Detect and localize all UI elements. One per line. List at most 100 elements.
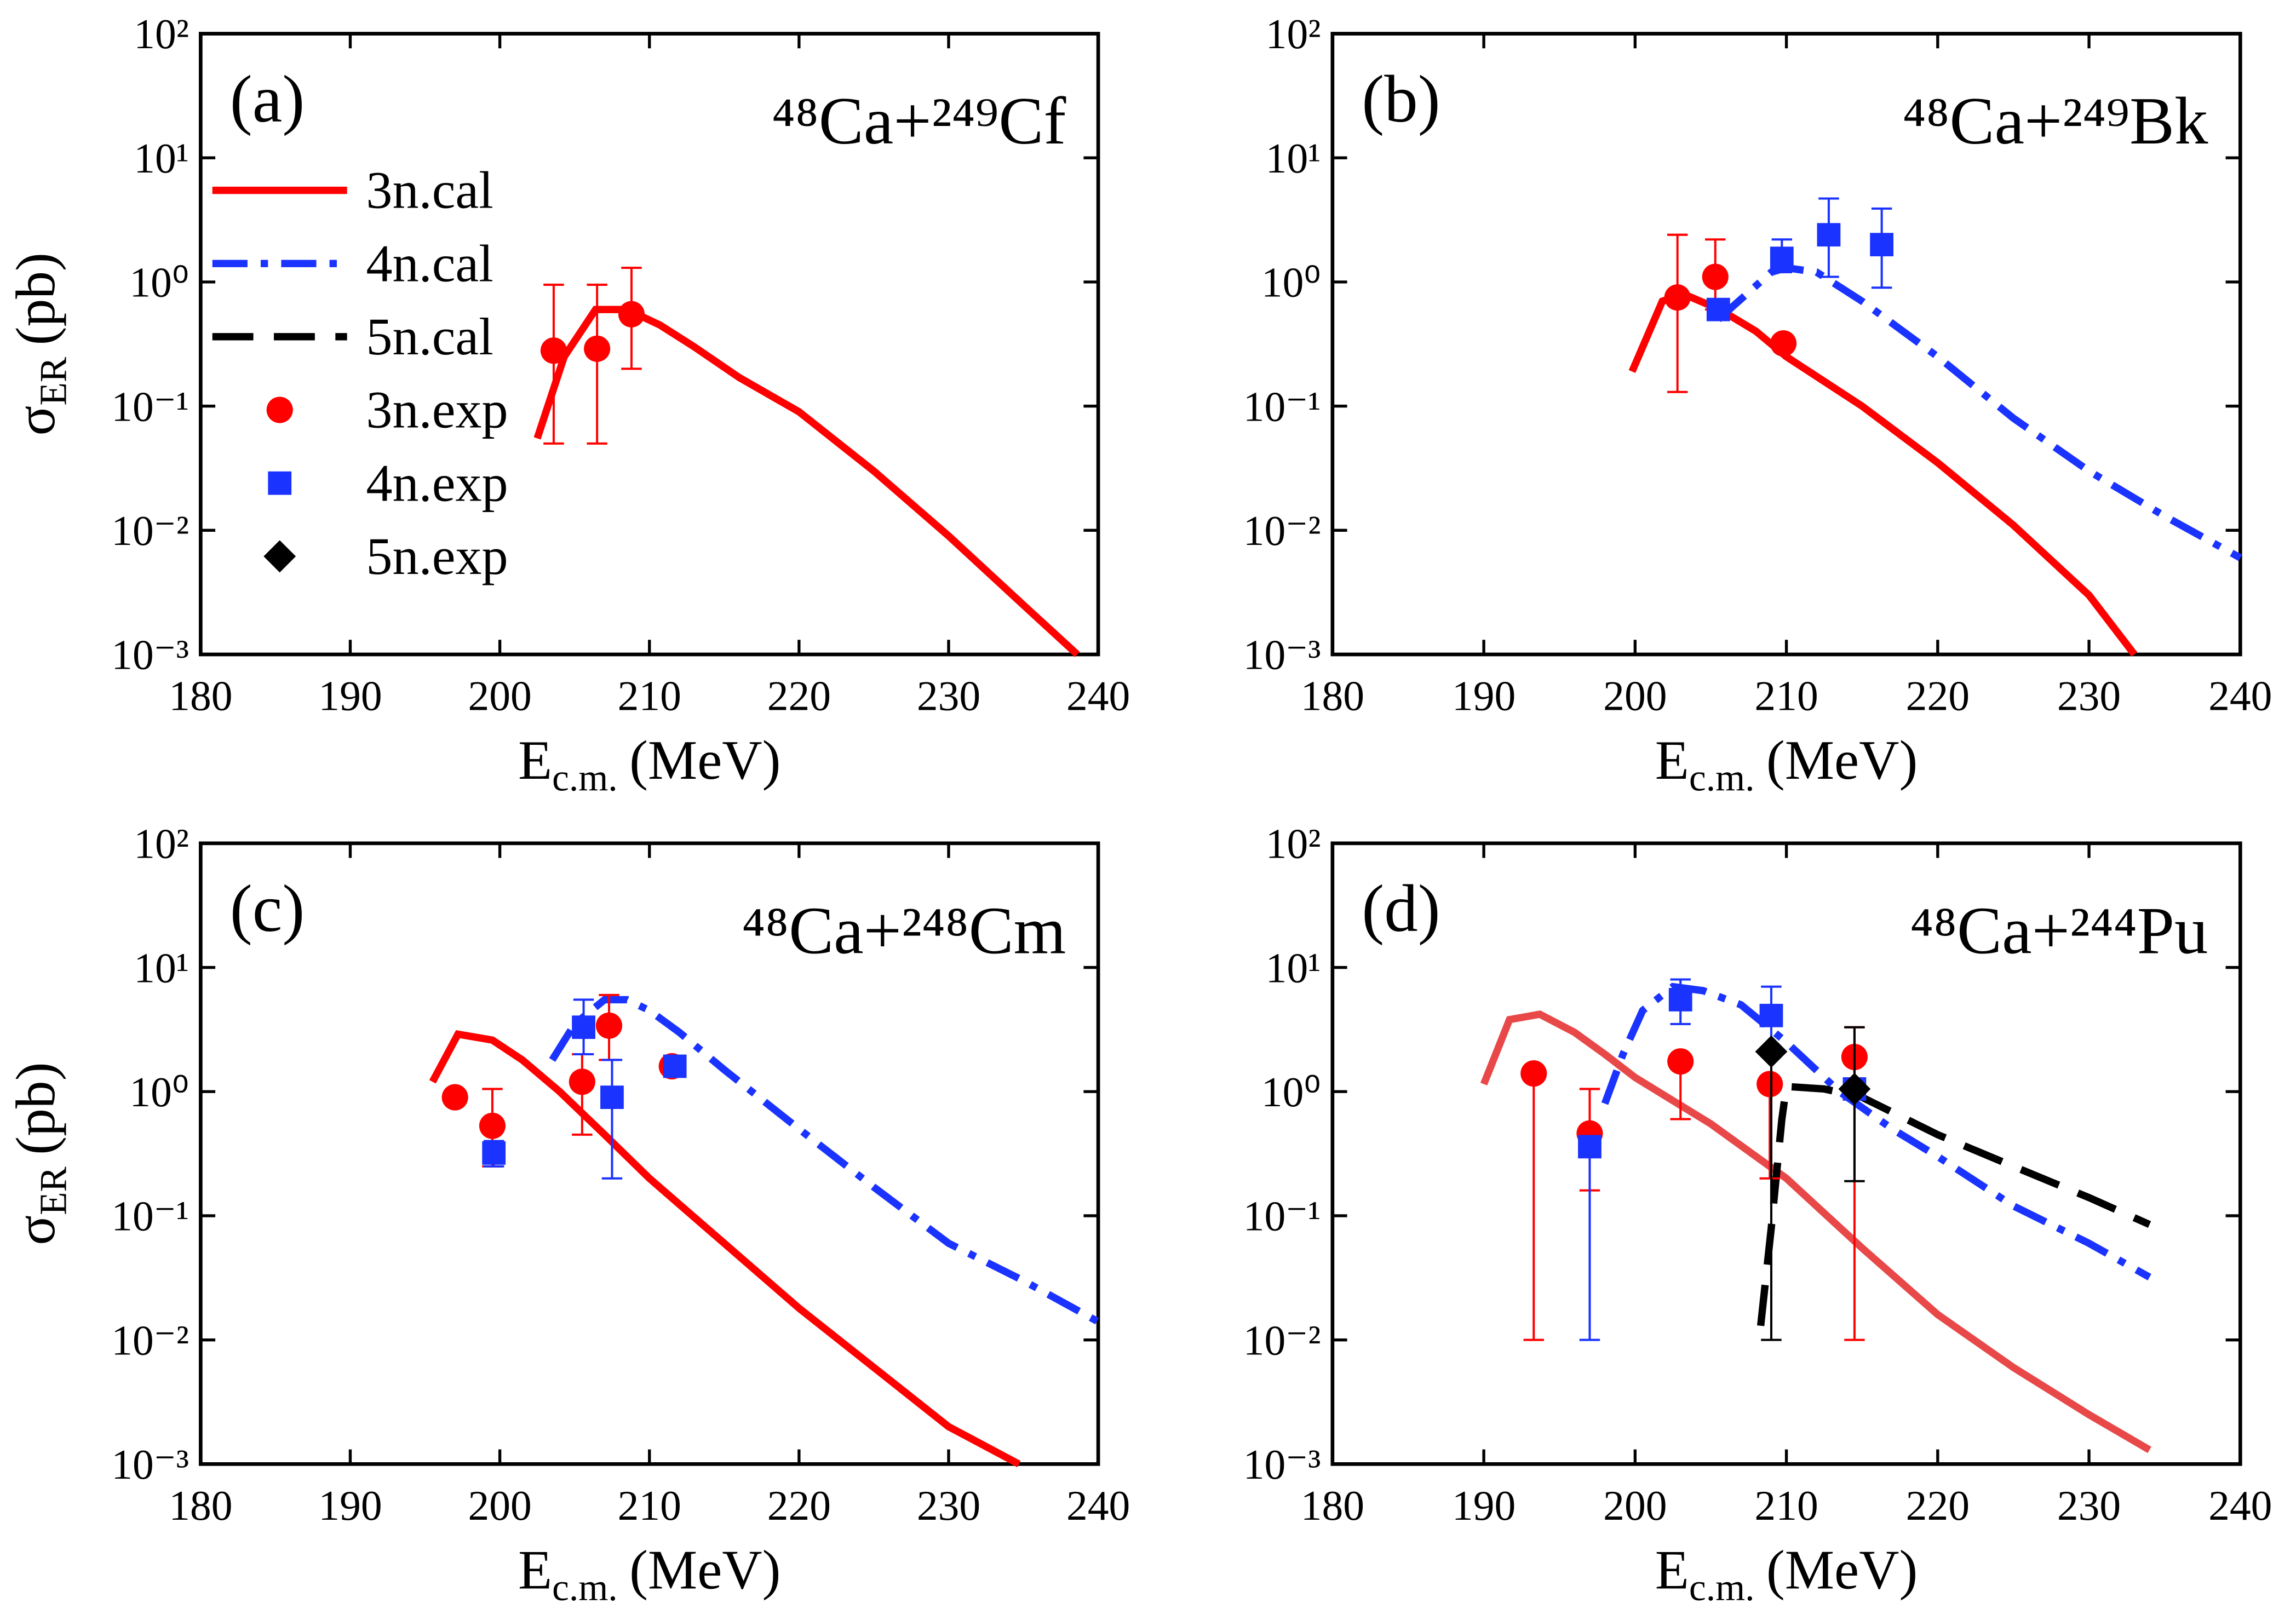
panel: 180 190 200 210 220 230 240 10⁻³ 10⁻² 10⁻¹ 10⁰ 10¹ 1… [4, 820, 1130, 1609]
x-axis-label-sub: c.m. [552, 757, 618, 800]
marker [441, 1084, 468, 1111]
x-tick-label: 240 [2208, 673, 2272, 720]
legend-label: 4n.exp [366, 453, 508, 512]
x-tick-label: 200 [468, 1482, 531, 1529]
line [1715, 264, 2242, 561]
y-axis-label-main: σ [4, 1215, 66, 1245]
panel: 180 190 200 210 220 230 240 10⁻³ 10⁻² 10⁻¹ 10⁰ 10¹ 1… [1243, 10, 2272, 799]
x-tick-label: 240 [1066, 673, 1130, 720]
x-axis-label-main: E [1655, 729, 1689, 791]
panel-title: ⁴⁸Ca+²⁴⁸Cm [742, 893, 1066, 968]
x-tick-label: 200 [1603, 673, 1667, 720]
panel-title: ⁴⁸Ca+²⁴⁴Pu [1910, 893, 2208, 968]
marker [1667, 1048, 1694, 1075]
x-tick-label: 230 [917, 673, 980, 720]
panel-title: ⁴⁸Ca+²⁴⁹Cf [772, 83, 1066, 158]
x-axis-label-main: E [1655, 1539, 1689, 1601]
legend-marker [268, 471, 292, 495]
x-tick-label: 220 [1906, 673, 1970, 720]
legend-label: 5n.cal [366, 307, 493, 366]
marker [600, 1085, 624, 1110]
y-axis-label-unit: (pb) [4, 1062, 66, 1154]
x-tick-label: 240 [1066, 1482, 1130, 1529]
x-tick-label: 220 [767, 673, 831, 720]
line [1757, 1082, 2151, 1326]
x-tick-label: 220 [1906, 1482, 1970, 1529]
x-tick-label: 200 [1603, 1482, 1667, 1529]
legend-label: 5n.exp [366, 527, 508, 585]
marker [618, 301, 645, 327]
marker [1870, 233, 1893, 257]
y-tick-label: 10⁰ [1261, 1068, 1321, 1116]
error-bar [1667, 233, 1688, 393]
marker [479, 1112, 506, 1139]
marker [663, 1054, 687, 1078]
panel-label: (c) [230, 871, 305, 946]
y-tick-label: 10⁻² [111, 507, 189, 554]
marker [1759, 1003, 1783, 1027]
x-tick-label: 210 [618, 1482, 681, 1529]
x-tick-label: 200 [468, 673, 531, 720]
line [533, 306, 1080, 657]
marker [1578, 1135, 1602, 1159]
error-bar [543, 283, 564, 445]
y-tick-label: 10⁰ [1261, 259, 1321, 306]
y-axis-label-sub: ER [32, 357, 74, 405]
x-axis-label-unit: (MeV) [1766, 729, 1918, 791]
marker [1668, 988, 1692, 1012]
y-tick-label: 10¹ [1266, 135, 1321, 182]
y-tick-label: 10² [134, 820, 189, 867]
y-tick-label: 10⁻¹ [111, 1193, 189, 1240]
marker [1838, 1073, 1871, 1105]
y-axis-label: σER (pb) [4, 252, 74, 435]
legend-marker [263, 540, 296, 573]
y-tick-label: 10⁻² [1243, 507, 1321, 554]
y-tick-label: 10² [134, 10, 189, 58]
y-tick-label: 10⁻³ [1243, 1441, 1321, 1488]
y-tick-label: 10⁻² [111, 1317, 189, 1364]
y-tick-label: 10⁻² [1243, 1317, 1321, 1364]
marker [1770, 330, 1797, 357]
legend-label: 3n.exp [366, 381, 508, 439]
x-tick-label: 230 [2057, 1482, 2121, 1529]
legend-label: 4n.cal [366, 234, 493, 292]
error-bar [1523, 1068, 1544, 1341]
x-axis-label-main: E [518, 1539, 552, 1601]
x-tick-label: 190 [1452, 1482, 1516, 1529]
x-tick-label: 210 [1754, 1482, 1818, 1529]
error-bar [601, 1059, 623, 1180]
marker [1706, 297, 1730, 321]
x-tick-label: 180 [1301, 1482, 1364, 1529]
y-axis-label: σER (pb) [4, 1062, 74, 1245]
error-bar [587, 283, 607, 445]
x-axis-label-unit: (MeV) [629, 1539, 780, 1601]
x-tick-label: 210 [1754, 673, 1818, 720]
marker [482, 1141, 506, 1165]
x-tick-label: 230 [917, 1482, 980, 1529]
y-axis-label-sub: ER [32, 1166, 74, 1215]
x-tick-label: 210 [618, 673, 681, 720]
y-axis-label-main: σ [4, 406, 66, 436]
line [429, 1030, 1021, 1468]
x-tick-label: 240 [2208, 1482, 2272, 1529]
panel-label: (d) [1362, 871, 1440, 946]
x-tick-label: 180 [169, 673, 232, 720]
y-tick-label: 10² [1266, 10, 1321, 58]
line [1480, 1010, 2151, 1453]
marker [569, 1068, 595, 1095]
y-tick-label: 10¹ [1266, 944, 1321, 991]
legend-label: 3n.cal [366, 161, 493, 220]
line [1628, 290, 2138, 657]
marker [540, 337, 567, 364]
marker [1664, 284, 1691, 311]
marker [584, 335, 611, 362]
marker [1770, 246, 1794, 271]
x-axis-label: Ec.m. (MeV) [1655, 1539, 1918, 1609]
x-axis-label-unit: (MeV) [629, 729, 780, 791]
y-tick-label: 10⁻¹ [111, 383, 189, 430]
x-tick-label: 190 [318, 673, 382, 720]
y-tick-label: 10¹ [134, 944, 189, 991]
panel-label: (a) [230, 61, 305, 136]
marker [1520, 1060, 1547, 1087]
y-tick-label: 10¹ [134, 135, 189, 182]
